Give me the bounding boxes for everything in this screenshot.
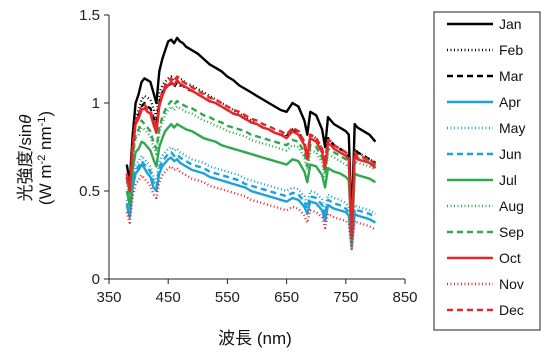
legend-label-sep: Sep (499, 224, 524, 240)
x-tick-label: 350 (96, 289, 121, 306)
series-line-jun (125, 151, 377, 247)
legend-label-jul: Jul (499, 172, 517, 188)
legend-label-mar: Mar (499, 68, 523, 84)
x-tick-label: 650 (274, 289, 299, 306)
series-line-may (125, 145, 377, 246)
series-line-sep (125, 99, 377, 237)
legend-label-feb: Feb (499, 42, 523, 58)
legend-label-jan: Jan (499, 16, 522, 32)
series-line-feb (125, 75, 377, 237)
legend-label-apr: Apr (499, 94, 521, 110)
y-ticks: 0 0.5 1 1.5 (79, 7, 109, 288)
series-line-apr (125, 156, 377, 249)
y-axis-title-line1: 光強度/sinθ (16, 114, 35, 201)
plot-area: 0 0.5 1 1.5 350 450 550 650 750 850 (79, 7, 417, 306)
y-tick-label: 1.5 (79, 7, 100, 24)
series-lines (125, 36, 377, 251)
x-axis-title: 波長 (nm) (218, 329, 292, 348)
x-ticks: 350 450 550 650 750 850 (96, 279, 418, 306)
legend-label-aug: Aug (499, 198, 524, 214)
series-line-dec (125, 75, 377, 237)
series-line-jan (125, 36, 377, 228)
legend-label-jun: Jun (499, 146, 522, 162)
legend-label-dec: Dec (499, 302, 524, 318)
legend-label-nov: Nov (499, 276, 524, 292)
y-tick-label: 0 (92, 271, 100, 288)
y-tick-label: 0.5 (79, 183, 100, 200)
legend: Jan Feb Mar Apr May Jun Jul Aug Sep Oct Nov Dec (433, 11, 541, 331)
y-tick-label: 1 (92, 95, 100, 112)
y-axis-title: 光強度/sinθ (W m-2 nm-1) (16, 111, 55, 205)
series-line-oct (125, 78, 377, 239)
series-line-jul (125, 122, 377, 242)
y-axis-title-line2: (W m-2 nm-1) (36, 111, 55, 205)
series-line-nov (125, 165, 377, 251)
x-tick-label: 850 (392, 289, 417, 306)
legend-label-may: May (499, 120, 525, 136)
x-tick-label: 550 (215, 289, 240, 306)
legend-label-oct: Oct (499, 250, 521, 266)
series-line-aug (125, 105, 377, 239)
x-tick-label: 450 (156, 289, 181, 306)
legend-box (433, 11, 541, 331)
x-tick-label: 750 (333, 289, 358, 306)
